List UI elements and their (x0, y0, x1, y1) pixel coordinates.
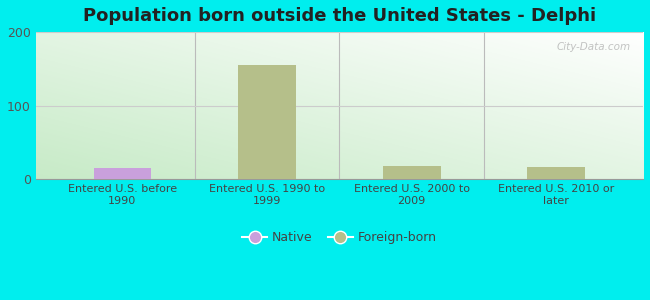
Text: City-Data.com: City-Data.com (557, 42, 631, 52)
Bar (238, 65, 296, 179)
Legend: Native, Foreign-born: Native, Foreign-born (237, 226, 442, 249)
Bar (527, 167, 585, 179)
Bar (383, 166, 441, 179)
Bar (94, 168, 151, 179)
Title: Population born outside the United States - Delphi: Population born outside the United State… (83, 7, 596, 25)
